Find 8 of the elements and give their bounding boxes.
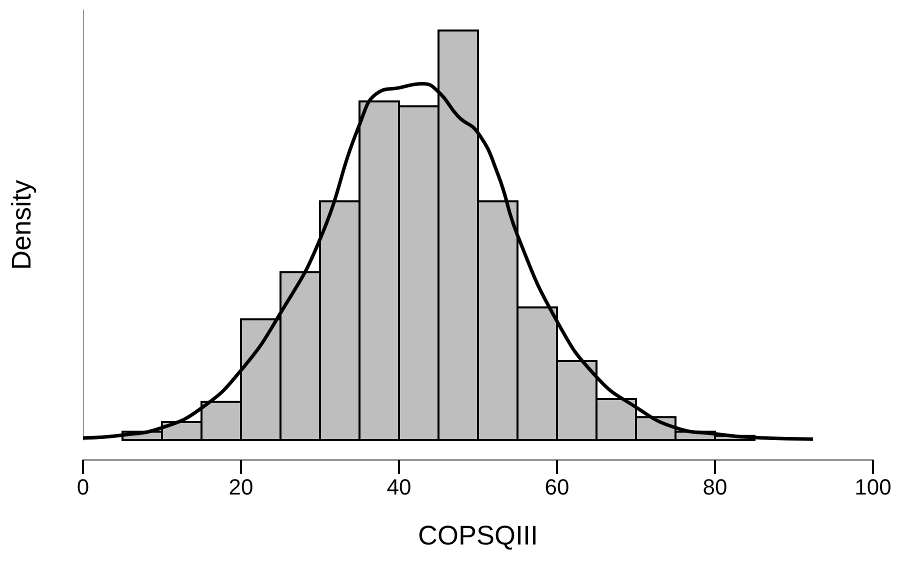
y-axis-title: Density — [6, 179, 36, 270]
x-tick-label: 60 — [544, 474, 570, 500]
x-tick-label: 20 — [228, 474, 254, 500]
x-tick-label: 40 — [386, 474, 412, 500]
x-tick-label: 100 — [854, 474, 892, 500]
x-tick-label: 80 — [702, 474, 728, 500]
x-axis-title: COPSQIII — [418, 520, 538, 550]
x-tick-label: 0 — [76, 474, 90, 500]
